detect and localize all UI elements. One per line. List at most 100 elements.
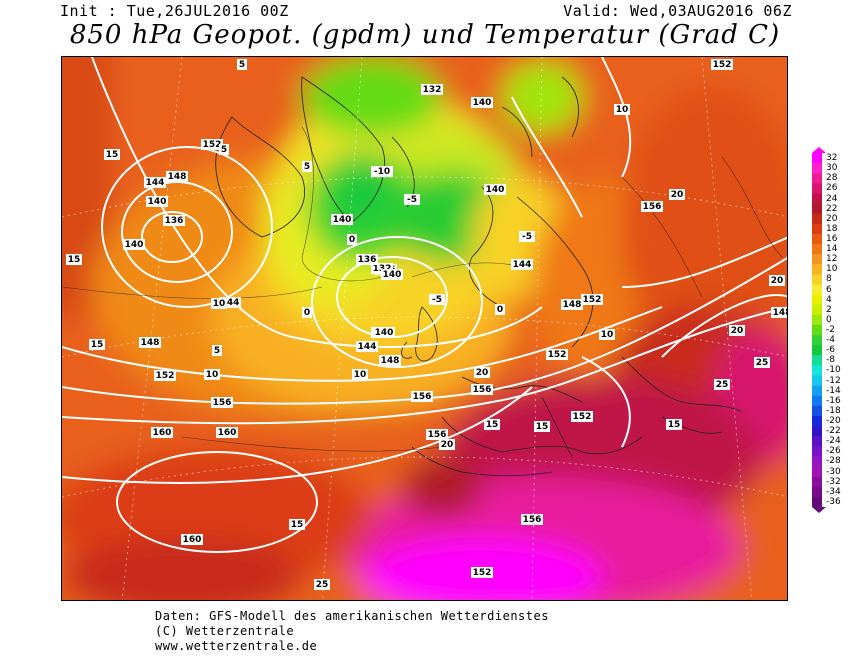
- geopotential-label: 25: [316, 580, 329, 590]
- label-background: [511, 259, 533, 270]
- scale-swatch: [812, 153, 822, 164]
- scale-swatch: [812, 223, 822, 235]
- geopotential-label: -10: [374, 167, 390, 177]
- scale-swatch: [812, 163, 822, 174]
- footer-copyright: (C) Wetterzentrale: [155, 624, 295, 638]
- geopotential-label: 144: [221, 298, 240, 308]
- geopotential-label: 152: [713, 60, 732, 70]
- scale-tick-label: 28: [826, 173, 838, 184]
- label-background: [754, 357, 770, 368]
- scale-swatch: [812, 324, 822, 336]
- geopotential-label: 152: [583, 295, 602, 305]
- label-background: [139, 337, 161, 348]
- label-background: [534, 421, 550, 432]
- geopotential-label: 140: [125, 240, 144, 250]
- scale-tick-label: -26: [826, 446, 841, 457]
- geopotential-label: 20: [771, 276, 784, 286]
- weather-map: 152 148 144 140 136 140 144 148 152 156 160 160 156 1…: [61, 56, 788, 601]
- label-background: [146, 196, 168, 207]
- scale-tick-label: -14: [826, 385, 841, 396]
- scale-tick-label: 10: [826, 264, 838, 275]
- label-background: [421, 84, 443, 95]
- scale-tick-label: -30: [826, 466, 841, 477]
- label-background: [381, 269, 403, 280]
- geopotential-label: 160: [153, 428, 172, 438]
- geopotential-label: 0: [497, 305, 503, 315]
- label-background: [495, 304, 505, 315]
- label-background: [641, 201, 663, 212]
- geopotential-label: 152: [156, 371, 175, 381]
- geopotential-label: 160: [218, 428, 237, 438]
- label-background: [561, 299, 583, 310]
- label-background: [314, 579, 330, 590]
- geopotential-label: 148: [168, 172, 187, 182]
- scale-tick-label: -34: [826, 486, 841, 497]
- temperature-scale-bar: [812, 147, 826, 513]
- label-background: [581, 294, 603, 305]
- geopotential-label: 152: [203, 140, 222, 150]
- scale-swatch: [812, 284, 822, 295]
- scale-tick-label: 18: [826, 223, 838, 234]
- geopotential-label: 160: [183, 535, 202, 545]
- label-background: [356, 254, 378, 265]
- label-background: [669, 189, 685, 200]
- geopotential-label: 140: [486, 185, 505, 195]
- label-background: [474, 367, 490, 378]
- label-background: [614, 104, 630, 115]
- geopotential-label: 140: [473, 98, 492, 108]
- scale-swatch: [812, 345, 822, 356]
- scale-tick-label: -22: [826, 426, 841, 437]
- scale-tick-label: -18: [826, 405, 841, 416]
- scale-tick-label: 2: [826, 304, 832, 315]
- geopotential-label: 148: [141, 338, 160, 348]
- scale-swatch: [812, 456, 822, 467]
- scale-tick-label: 22: [826, 203, 838, 214]
- label-background: [666, 419, 682, 430]
- scale-swatch: [812, 314, 822, 326]
- scale-tick-label: 30: [826, 163, 838, 174]
- scale-swatch: [812, 213, 822, 225]
- scale-tick-label: -32: [826, 476, 841, 487]
- label-background: [302, 161, 312, 172]
- label-background: [347, 234, 357, 245]
- scale-swatch: [812, 426, 822, 437]
- scale-swatch: [812, 446, 822, 457]
- scale-swatch: [812, 365, 822, 376]
- label-background: [769, 275, 785, 286]
- scale-tick-label: 4: [826, 294, 832, 305]
- label-background: [571, 411, 593, 422]
- scale-swatch: [812, 476, 822, 488]
- label-background: [439, 439, 455, 450]
- label-background: [484, 419, 500, 430]
- label-background: [404, 194, 420, 205]
- geopotential-label: 5: [239, 60, 245, 70]
- geopotential-label: 15: [291, 520, 304, 530]
- geopotential-label: 15: [536, 422, 549, 432]
- scale-tick-label: 6: [826, 284, 832, 295]
- label-background: [289, 519, 305, 530]
- scale-swatch: [812, 193, 822, 204]
- scale-tick-label: 32: [826, 153, 838, 164]
- geopotential-label: 10: [206, 370, 219, 380]
- label-background: [429, 294, 445, 305]
- footer: Daten: GFS-Modell des amerikanischen Wet…: [155, 609, 549, 654]
- label-background: [219, 297, 241, 308]
- scale-swatch: [812, 294, 822, 306]
- geopotential-label: 140: [375, 328, 394, 338]
- geopotential-label: 10: [616, 105, 629, 115]
- geopotential-label: 144: [513, 260, 532, 270]
- scale-tick-label: 24: [826, 193, 838, 204]
- label-background: [144, 177, 166, 188]
- label-background: [123, 239, 145, 250]
- geopotential-label: -5: [522, 232, 532, 242]
- scale-tick-label: -2: [826, 325, 835, 335]
- valid-time-label: Valid: Wed,03AUG2016 06Z: [563, 2, 792, 20]
- label-background: [181, 534, 203, 545]
- scale-tick-label: -28: [826, 456, 841, 467]
- geopotential-label: 15: [486, 420, 499, 430]
- geopotential-label: 0: [304, 308, 310, 318]
- geopotential-label: 140: [333, 215, 352, 225]
- scale-swatch: [812, 244, 822, 255]
- scale-swatch: [812, 254, 822, 265]
- weather-map-canvas: 1521481441401361401441481521561601601561…: [62, 57, 787, 600]
